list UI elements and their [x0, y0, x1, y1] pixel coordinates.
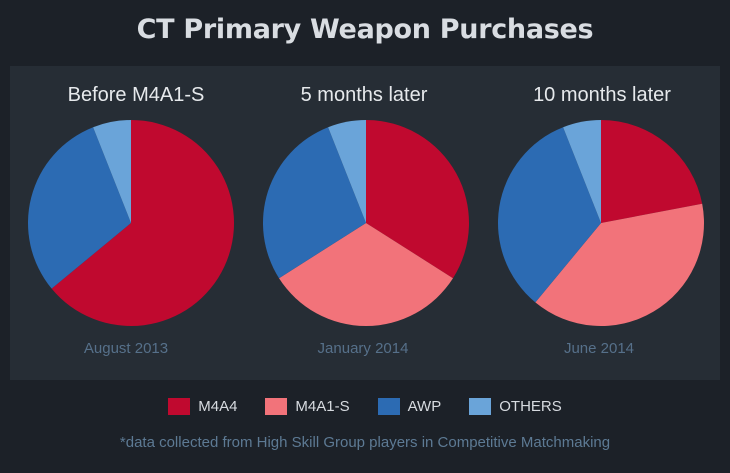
pie-title-1: Before M4A1-S	[67, 84, 205, 106]
legend-label-awp: AWP	[407, 398, 442, 415]
pie-chart-2	[262, 120, 470, 327]
chart-title: CT Primary Weapon Purchases	[136, 14, 594, 45]
pie-2-slice-m4a1s	[279, 223, 453, 327]
legend-label-m4a1s: M4A1-S	[295, 398, 350, 415]
legend-item-m4a4: M4A4	[168, 398, 237, 415]
legend-swatch-others	[469, 398, 492, 415]
pie-2-slice-others	[328, 120, 366, 223]
pie-date-3: June 2014	[563, 340, 635, 357]
pie-chart-3	[498, 120, 705, 326]
pie-2-slice-awp	[262, 127, 366, 279]
legend-swatch-m4a1s	[265, 398, 288, 415]
legend-label-m4a4: M4A4	[198, 398, 238, 415]
legend-label-others: OTHERS	[499, 398, 562, 415]
pie-1-slice-m4a4	[51, 120, 235, 326]
pie-3-slice-m4a1s	[535, 203, 705, 326]
legend-swatch-awp	[377, 398, 400, 415]
pie-3-slice-m4a4	[601, 120, 703, 223]
legend: M4A4 M4A1-S AWP OTHERS	[0, 398, 730, 415]
pie-date-1: August 2013	[83, 340, 169, 357]
pie-2-slice-m4a4	[366, 120, 470, 279]
pie-1-slice-awp	[28, 127, 131, 289]
legend-item-m4a1s: M4A1-S	[265, 398, 350, 415]
pie-date-2: January 2014	[317, 340, 409, 357]
legend-item-awp: AWP	[377, 398, 442, 415]
legend-swatch-m4a4	[168, 398, 191, 415]
pie-title-3: 10 months later	[533, 84, 671, 106]
pie-3-slice-awp	[498, 127, 601, 303]
footnote: *data collected from High Skill Group pl…	[119, 434, 611, 451]
pie-3-slice-others	[563, 120, 601, 223]
pie-1-slice-others	[93, 120, 131, 223]
legend-item-others: OTHERS	[469, 398, 562, 415]
pie-panel: Before M4A1-S 5 months later 10 months l…	[10, 66, 720, 380]
pie-title-2: 5 months later	[300, 84, 428, 106]
pie-chart-1	[28, 120, 235, 326]
